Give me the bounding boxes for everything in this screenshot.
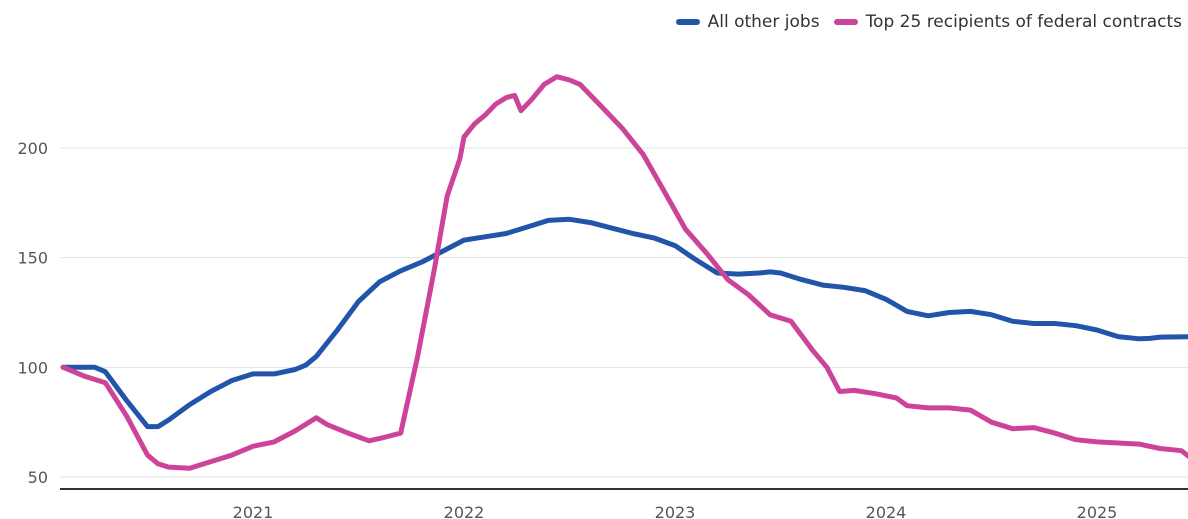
legend-item-all-other-jobs: All other jobs: [675, 12, 820, 32]
x-tick-label: 2022: [444, 503, 485, 519]
y-axis: 50 100 150 200: [17, 139, 48, 487]
grid-layer: [60, 147, 1188, 478]
legend-label-top-25-recipients: Top 25 recipients of federal contracts: [865, 12, 1182, 32]
legend-swatch-top-25-recipients: [833, 19, 858, 25]
y-tick-label: 150: [17, 249, 48, 268]
y-tick-label: 50: [28, 468, 48, 487]
x-axis: 2021 2022 2023 2024 2025: [60, 488, 1188, 519]
y-tick-label: 100: [17, 358, 48, 377]
series-line-all-other-jobs: [60, 216, 1188, 430]
legend: All other jobs Top 25 recipients of fede…: [675, 12, 1182, 32]
legend-item-top-25-recipients: Top 25 recipients of federal contracts: [833, 12, 1182, 32]
x-tick-label: 2025: [1077, 503, 1118, 519]
series-line-top-25-recipients: [60, 74, 1188, 471]
x-tick-label: 2021: [233, 503, 274, 519]
legend-label-all-other-jobs: All other jobs: [707, 12, 820, 32]
y-tick-label: 200: [17, 139, 48, 158]
legend-swatch-all-other-jobs: [675, 19, 700, 25]
series-layer: [60, 74, 1188, 471]
x-tick-label: 2023: [655, 503, 696, 519]
x-tick-label: 2024: [866, 503, 907, 519]
